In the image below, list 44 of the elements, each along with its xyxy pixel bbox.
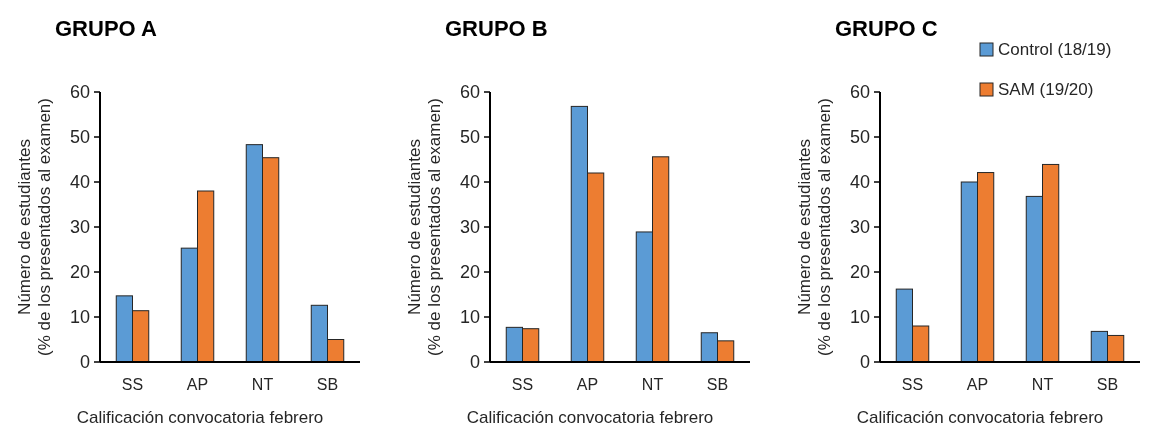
y-tick-label: 60 bbox=[459, 82, 480, 103]
x-tick-label: SS bbox=[511, 376, 534, 393]
x-tick-label: NT bbox=[251, 376, 274, 393]
x-tick-label: NT bbox=[641, 376, 664, 393]
y-tick-label: 50 bbox=[69, 127, 90, 148]
y-tick-label: 60 bbox=[69, 82, 90, 103]
chart-title: GRUPO C bbox=[835, 16, 938, 41]
y-tick-label: 30 bbox=[459, 217, 480, 238]
y-tick-label: 0 bbox=[469, 352, 480, 373]
y-axis-title: Número de estudiantes (% de los presentados al examen) bbox=[15, 98, 54, 356]
x-tick-label: NT bbox=[1031, 376, 1054, 393]
x-axis-title: Calificación convocatoria febrero bbox=[466, 408, 714, 427]
chart-title: GRUPO A bbox=[55, 16, 157, 41]
legend-label: SAM (19/20) bbox=[998, 80, 1094, 99]
y-tick-label: 20 bbox=[849, 262, 870, 283]
x-tick-label: AP bbox=[966, 376, 989, 393]
y-tick-label: 20 bbox=[459, 262, 480, 283]
x-axis-title: Calificación convocatoria febrero bbox=[856, 408, 1104, 427]
y-axis-title: Número de estudiantes (% de los presentados al examen) bbox=[795, 98, 834, 356]
y-tick-label: 0 bbox=[859, 352, 870, 373]
chart-title: GRUPO B bbox=[445, 16, 548, 41]
y-tick-label: 50 bbox=[849, 127, 870, 148]
x-axis-title: Calificación convocatoria febrero bbox=[76, 408, 324, 427]
y-tick-label: 40 bbox=[849, 172, 870, 193]
x-tick-label: AP bbox=[186, 376, 209, 393]
x-tick-label: SB bbox=[1096, 376, 1119, 393]
x-tick-label: SB bbox=[706, 376, 729, 393]
y-tick-label: 30 bbox=[69, 217, 90, 238]
x-tick-label: SS bbox=[901, 376, 924, 393]
x-tick-label: AP bbox=[576, 376, 599, 393]
y-axis-title: Número de estudiantes (% de los presentados al examen) bbox=[405, 98, 444, 356]
legend-label: Control (18/19) bbox=[998, 40, 1112, 59]
y-tick-label: 40 bbox=[69, 172, 90, 193]
y-tick-label: 50 bbox=[459, 127, 480, 148]
y-tick-label: 10 bbox=[849, 307, 870, 328]
x-tick-label: SB bbox=[316, 376, 339, 393]
y-tick-label: 60 bbox=[849, 82, 870, 103]
y-tick-label: 0 bbox=[79, 352, 90, 373]
y-tick-label: 40 bbox=[459, 172, 480, 193]
y-tick-label: 10 bbox=[459, 307, 480, 328]
x-tick-label: SS bbox=[121, 376, 144, 393]
y-tick-label: 30 bbox=[849, 217, 870, 238]
y-tick-label: 10 bbox=[69, 307, 90, 328]
y-tick-label: 20 bbox=[69, 262, 90, 283]
